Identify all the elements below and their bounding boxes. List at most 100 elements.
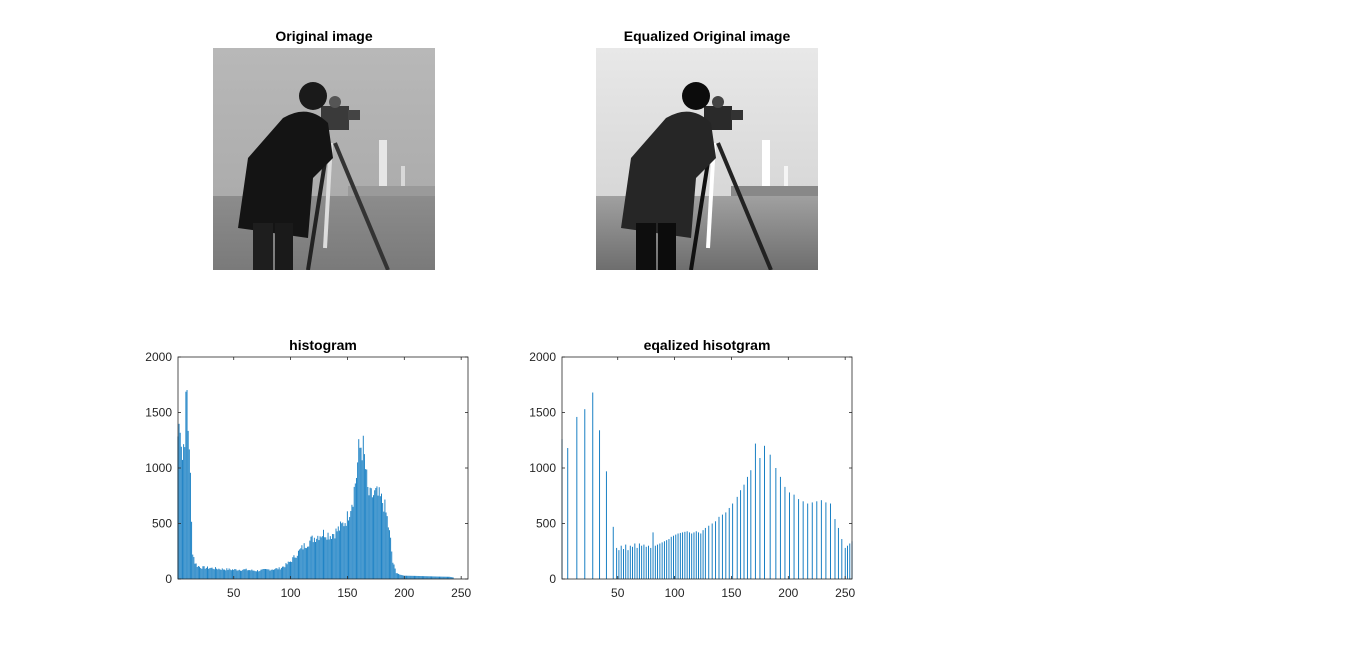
histogram-bar	[436, 576, 438, 579]
histogram-bar	[329, 536, 331, 579]
histogram-bar	[740, 490, 742, 579]
y-tick-label: 1500	[145, 406, 172, 420]
histogram-bar	[217, 569, 219, 579]
histogram-bar	[446, 576, 448, 579]
histogram-bar	[259, 570, 261, 579]
histogram-bar	[654, 545, 656, 579]
histogram-bar	[754, 443, 756, 579]
histogram-bar	[338, 530, 340, 579]
histogram-bar	[675, 534, 677, 579]
y-tick-label: 2000	[529, 350, 556, 364]
histogram-bar	[398, 573, 400, 579]
histogram-bar	[291, 561, 293, 579]
histogram-bar	[320, 537, 322, 579]
histogram-bar	[251, 569, 253, 579]
histogram-bar	[668, 539, 670, 579]
histogram-bar	[379, 496, 381, 579]
histogram-bar	[277, 569, 279, 579]
histogram-bar	[239, 570, 241, 579]
histogram-bar	[395, 573, 397, 579]
histogram-bar	[399, 574, 401, 579]
histogram-bar	[789, 492, 790, 579]
x-tick-label: 250	[835, 586, 855, 600]
histogram-bar	[342, 522, 344, 579]
histogram-bar	[334, 538, 336, 579]
histogram-bar	[849, 543, 851, 579]
histogram-bar	[283, 566, 285, 579]
histogram-bar	[237, 570, 239, 579]
histogram-bar	[238, 569, 240, 579]
histogram-bar	[301, 545, 303, 579]
histogram-bar	[195, 563, 197, 579]
original-image	[213, 48, 435, 270]
histogram-bar	[214, 567, 216, 579]
histogram-bar	[652, 532, 654, 579]
histogram-bar	[324, 537, 326, 579]
histogram-bar	[698, 532, 699, 579]
histogram-bar	[287, 561, 289, 579]
y-tick-label: 0	[165, 572, 172, 586]
histogram-bar	[335, 528, 337, 579]
histogram-bar	[421, 576, 423, 579]
histogram-bar	[280, 567, 282, 579]
histogram-bar	[327, 532, 329, 579]
histogram-bar	[829, 503, 831, 579]
histogram-bar	[725, 512, 727, 579]
histogram-bar	[245, 568, 247, 579]
histogram-bar	[260, 569, 262, 579]
histogram-bar	[285, 563, 287, 579]
histogram-bar	[258, 571, 260, 579]
histogram-bar	[318, 540, 320, 579]
histogram-bar	[188, 449, 190, 579]
histogram-bar	[429, 576, 431, 579]
histogram-bar	[178, 423, 180, 579]
histogram-bar	[385, 512, 387, 579]
histogram-bar	[365, 469, 367, 579]
histogram-bar	[218, 568, 220, 579]
histogram-bar	[666, 540, 668, 579]
histogram-bar	[201, 568, 203, 579]
histogram-bar	[353, 486, 355, 579]
histogram-bar	[294, 557, 296, 579]
histogram-bar	[409, 575, 411, 579]
histogram-bar	[443, 576, 445, 579]
histogram-bar	[227, 570, 229, 579]
histogram-bar	[266, 569, 268, 579]
histogram-bar	[220, 569, 222, 579]
histogram-bar	[434, 576, 436, 579]
histogram-bar	[383, 511, 385, 579]
histogram-bar	[336, 531, 338, 579]
histogram-bar	[686, 531, 688, 579]
histogram-bar	[309, 540, 311, 579]
histogram-bar	[278, 567, 280, 579]
histogram-bar	[310, 536, 312, 579]
histogram-bar	[197, 566, 199, 579]
histogram-bar	[384, 499, 386, 579]
histogram-bar	[243, 569, 245, 579]
histogram-bar	[841, 539, 843, 579]
histogram-bar	[693, 532, 695, 579]
histogram-bar	[340, 521, 342, 579]
histogram-bar	[648, 545, 649, 579]
histogram-bar	[303, 543, 305, 579]
histogram-bar	[418, 575, 420, 579]
histogram-bar	[663, 541, 665, 579]
histogram-bar	[180, 446, 182, 579]
histogram-bar	[618, 550, 620, 579]
histogram-bar	[210, 567, 212, 579]
histogram-bar	[332, 533, 334, 579]
histogram-bar	[432, 576, 434, 579]
histogram-bar	[270, 569, 272, 579]
histogram-bar	[184, 447, 186, 579]
histogram-bar	[576, 416, 578, 579]
histogram-bar	[361, 460, 363, 579]
histogram-bar	[232, 569, 234, 579]
histogram-bar	[439, 576, 440, 579]
histogram-bar	[373, 495, 375, 579]
histogram-bar	[388, 530, 390, 579]
x-tick-label: 250	[451, 586, 471, 600]
histogram-bar	[440, 576, 442, 579]
histogram-bar	[802, 501, 804, 579]
histogram-bar	[599, 430, 601, 579]
histogram-bar	[263, 568, 265, 579]
